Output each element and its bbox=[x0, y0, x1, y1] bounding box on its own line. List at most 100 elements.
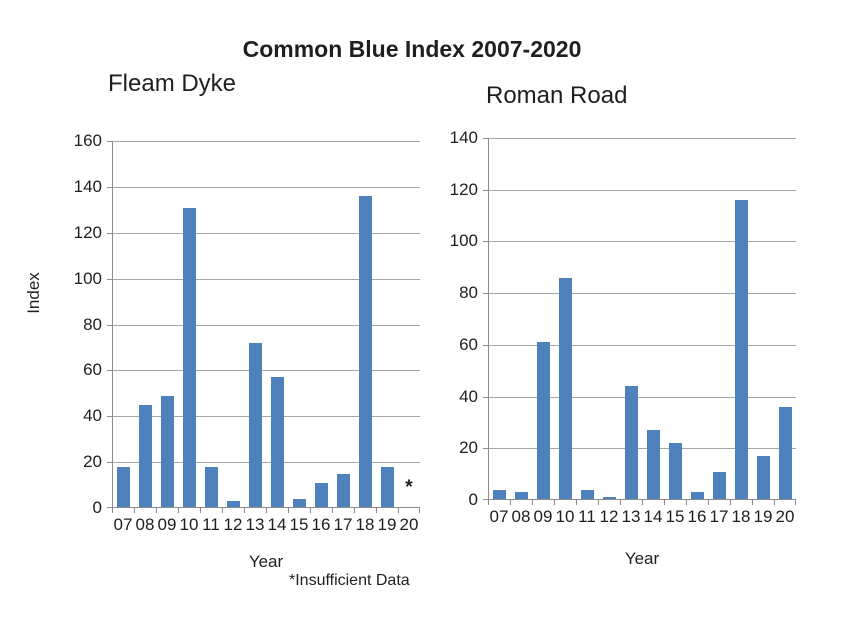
x-axis-tick bbox=[642, 500, 643, 505]
x-axis-tick bbox=[752, 500, 753, 505]
x-tick-label: 13 bbox=[621, 507, 641, 526]
x-tick-label: 13 bbox=[245, 515, 265, 534]
bar-16 bbox=[314, 483, 328, 507]
y-tick-label: 40 bbox=[83, 406, 102, 425]
x-axis-tick bbox=[200, 508, 201, 513]
x-tick-label: 10 bbox=[555, 507, 575, 526]
x-axis-tick bbox=[774, 500, 775, 505]
chart-main-title: Common Blue Index 2007-2020 bbox=[242, 36, 582, 62]
y-tick-label: 120 bbox=[449, 180, 478, 199]
bar-19 bbox=[380, 467, 394, 507]
y-tick-label: 80 bbox=[459, 283, 478, 302]
y-tick-label: 140 bbox=[449, 128, 478, 147]
bar-10 bbox=[182, 208, 196, 507]
x-axis-tick bbox=[532, 500, 533, 505]
annotation-asterisk: * bbox=[405, 477, 413, 498]
x-axis-tick bbox=[178, 508, 179, 513]
x-axis-tick bbox=[488, 500, 489, 505]
gridline bbox=[112, 187, 420, 188]
bar-11 bbox=[204, 467, 218, 507]
y-axis-tick bbox=[107, 325, 112, 326]
x-axis-tick bbox=[332, 508, 333, 513]
x-axis-line bbox=[488, 499, 796, 500]
y-tick-label: 0 bbox=[468, 490, 478, 509]
bar-07 bbox=[492, 490, 506, 499]
bar-11 bbox=[580, 490, 594, 499]
x-tick-label: 09 bbox=[157, 515, 177, 534]
y-axis-tick bbox=[107, 370, 112, 371]
gridline bbox=[488, 397, 796, 398]
bar-16 bbox=[690, 492, 704, 499]
y-tick-label: 120 bbox=[73, 223, 102, 242]
y-axis-tick bbox=[107, 233, 112, 234]
y-axis-tick bbox=[483, 241, 488, 242]
x-tick-label: 19 bbox=[753, 507, 773, 526]
y-tick-label: 140 bbox=[73, 177, 102, 196]
x-axis-tick bbox=[112, 508, 113, 513]
x-axis-tick bbox=[266, 508, 267, 513]
x-axis-tick bbox=[244, 508, 245, 513]
y-axis-tick bbox=[107, 279, 112, 280]
x-tick-label: 12 bbox=[599, 507, 619, 526]
y-axis-tick bbox=[483, 397, 488, 398]
x-axis-tick bbox=[510, 500, 511, 505]
y-axis-line bbox=[488, 138, 489, 500]
x-axis-tick bbox=[398, 508, 399, 513]
bar-17 bbox=[712, 472, 726, 499]
x-axis-tick bbox=[664, 500, 665, 505]
bar-19 bbox=[756, 456, 770, 499]
x-axis-title-fleam-dyke: Year bbox=[248, 552, 284, 571]
x-tick-label: 08 bbox=[511, 507, 531, 526]
x-axis-tick bbox=[222, 508, 223, 513]
x-tick-label: 07 bbox=[489, 507, 509, 526]
gridline bbox=[112, 462, 420, 463]
x-tick-label: 18 bbox=[355, 515, 375, 534]
gridline bbox=[488, 448, 796, 449]
y-axis-tick bbox=[483, 499, 488, 500]
y-tick-label: 20 bbox=[459, 438, 478, 457]
x-tick-label: 16 bbox=[687, 507, 707, 526]
bar-14 bbox=[270, 377, 284, 507]
y-tick-label: 40 bbox=[459, 387, 478, 406]
x-tick-label: 16 bbox=[311, 515, 331, 534]
gridline bbox=[488, 241, 796, 242]
y-tick-label: 100 bbox=[73, 269, 102, 288]
bar-07 bbox=[116, 467, 130, 507]
y-axis-line bbox=[112, 141, 113, 508]
x-axis-tick bbox=[730, 500, 731, 505]
y-axis-tick bbox=[107, 462, 112, 463]
bar-18 bbox=[734, 200, 748, 499]
bar-14 bbox=[646, 430, 660, 499]
gridline bbox=[112, 233, 420, 234]
x-tick-label: 14 bbox=[267, 515, 287, 534]
bar-08 bbox=[138, 405, 152, 507]
bar-15 bbox=[668, 443, 682, 499]
x-tick-label: 20 bbox=[775, 507, 795, 526]
chart-subtitle-fleam-dyke: Fleam Dyke bbox=[108, 70, 237, 97]
x-tick-label: 07 bbox=[113, 515, 133, 534]
x-axis-tick bbox=[686, 500, 687, 505]
gridline bbox=[488, 293, 796, 294]
y-axis-tick bbox=[483, 345, 488, 346]
bar-09 bbox=[160, 396, 174, 507]
y-tick-label: 0 bbox=[92, 498, 102, 517]
bar-12 bbox=[226, 501, 240, 507]
y-tick-label: 20 bbox=[83, 452, 102, 471]
x-axis-tick bbox=[354, 508, 355, 513]
x-axis-title-roman-road: Year bbox=[624, 549, 660, 568]
x-tick-label: 10 bbox=[179, 515, 199, 534]
gridline bbox=[112, 416, 420, 417]
plot-area-fleam-dyke: 0 20 40 60 80 100 120 140 160 07 08 09 10 11 12 13 14 15 1… bbox=[74, 131, 420, 534]
x-tick-label: 11 bbox=[578, 507, 596, 526]
bar-18 bbox=[358, 196, 372, 507]
x-axis-tick bbox=[598, 500, 599, 505]
x-tick-label: 15 bbox=[665, 507, 685, 526]
x-tick-label: 09 bbox=[533, 507, 553, 526]
x-tick-label: 19 bbox=[377, 515, 397, 534]
x-axis-tick bbox=[576, 500, 577, 505]
bar-15 bbox=[292, 499, 306, 507]
gridline bbox=[112, 325, 420, 326]
chart-subtitle-roman-road: Roman Road bbox=[486, 82, 628, 109]
x-axis-tick bbox=[134, 508, 135, 513]
